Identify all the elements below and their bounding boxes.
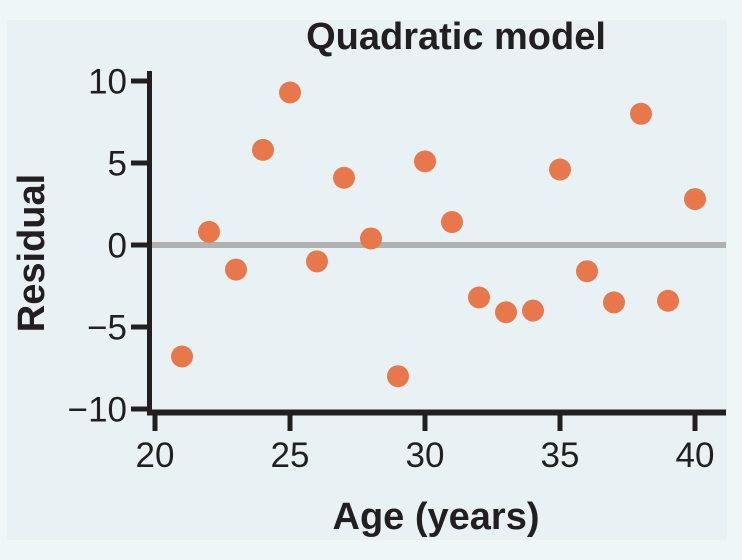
- data-point: [171, 345, 193, 368]
- x-axis-ticks: 20 25 30 35 40: [136, 413, 715, 475]
- x-tick-label: 20: [136, 436, 175, 475]
- y-tick-label: 10: [88, 62, 127, 101]
- y-axis-label: Residual: [11, 174, 53, 332]
- chart-title: Quadratic model: [306, 16, 606, 58]
- data-point: [468, 286, 490, 309]
- data-point: [279, 81, 301, 104]
- data-point: [684, 188, 706, 211]
- x-axis-label: Age (years): [333, 496, 540, 538]
- x-tick-label: 30: [406, 436, 445, 475]
- figure-panel: [7, 20, 727, 540]
- scatter-points: [171, 81, 706, 388]
- x-tick-label: 35: [541, 436, 580, 475]
- y-tick-label: 0: [108, 226, 127, 265]
- data-point: [225, 258, 247, 281]
- x-tick-label: 40: [676, 436, 715, 475]
- data-point: [414, 150, 436, 173]
- data-point: [657, 289, 679, 312]
- data-point: [333, 166, 355, 189]
- data-point: [603, 291, 625, 314]
- y-tick-label: 5: [108, 144, 127, 183]
- data-point: [306, 250, 328, 273]
- x-tick-label: 25: [271, 436, 310, 475]
- y-tick-label: −10: [68, 390, 127, 429]
- data-point: [198, 220, 220, 243]
- y-axis-ticks: 10 5 0 −5 −10: [68, 62, 150, 429]
- data-point: [630, 102, 652, 125]
- data-point: [522, 299, 544, 322]
- data-point: [360, 227, 382, 250]
- data-point: [549, 158, 571, 181]
- data-point: [495, 301, 517, 324]
- y-tick-label: −5: [87, 308, 127, 347]
- data-point: [576, 260, 598, 283]
- data-point: [387, 365, 409, 388]
- data-point: [441, 211, 463, 234]
- data-point: [252, 138, 274, 161]
